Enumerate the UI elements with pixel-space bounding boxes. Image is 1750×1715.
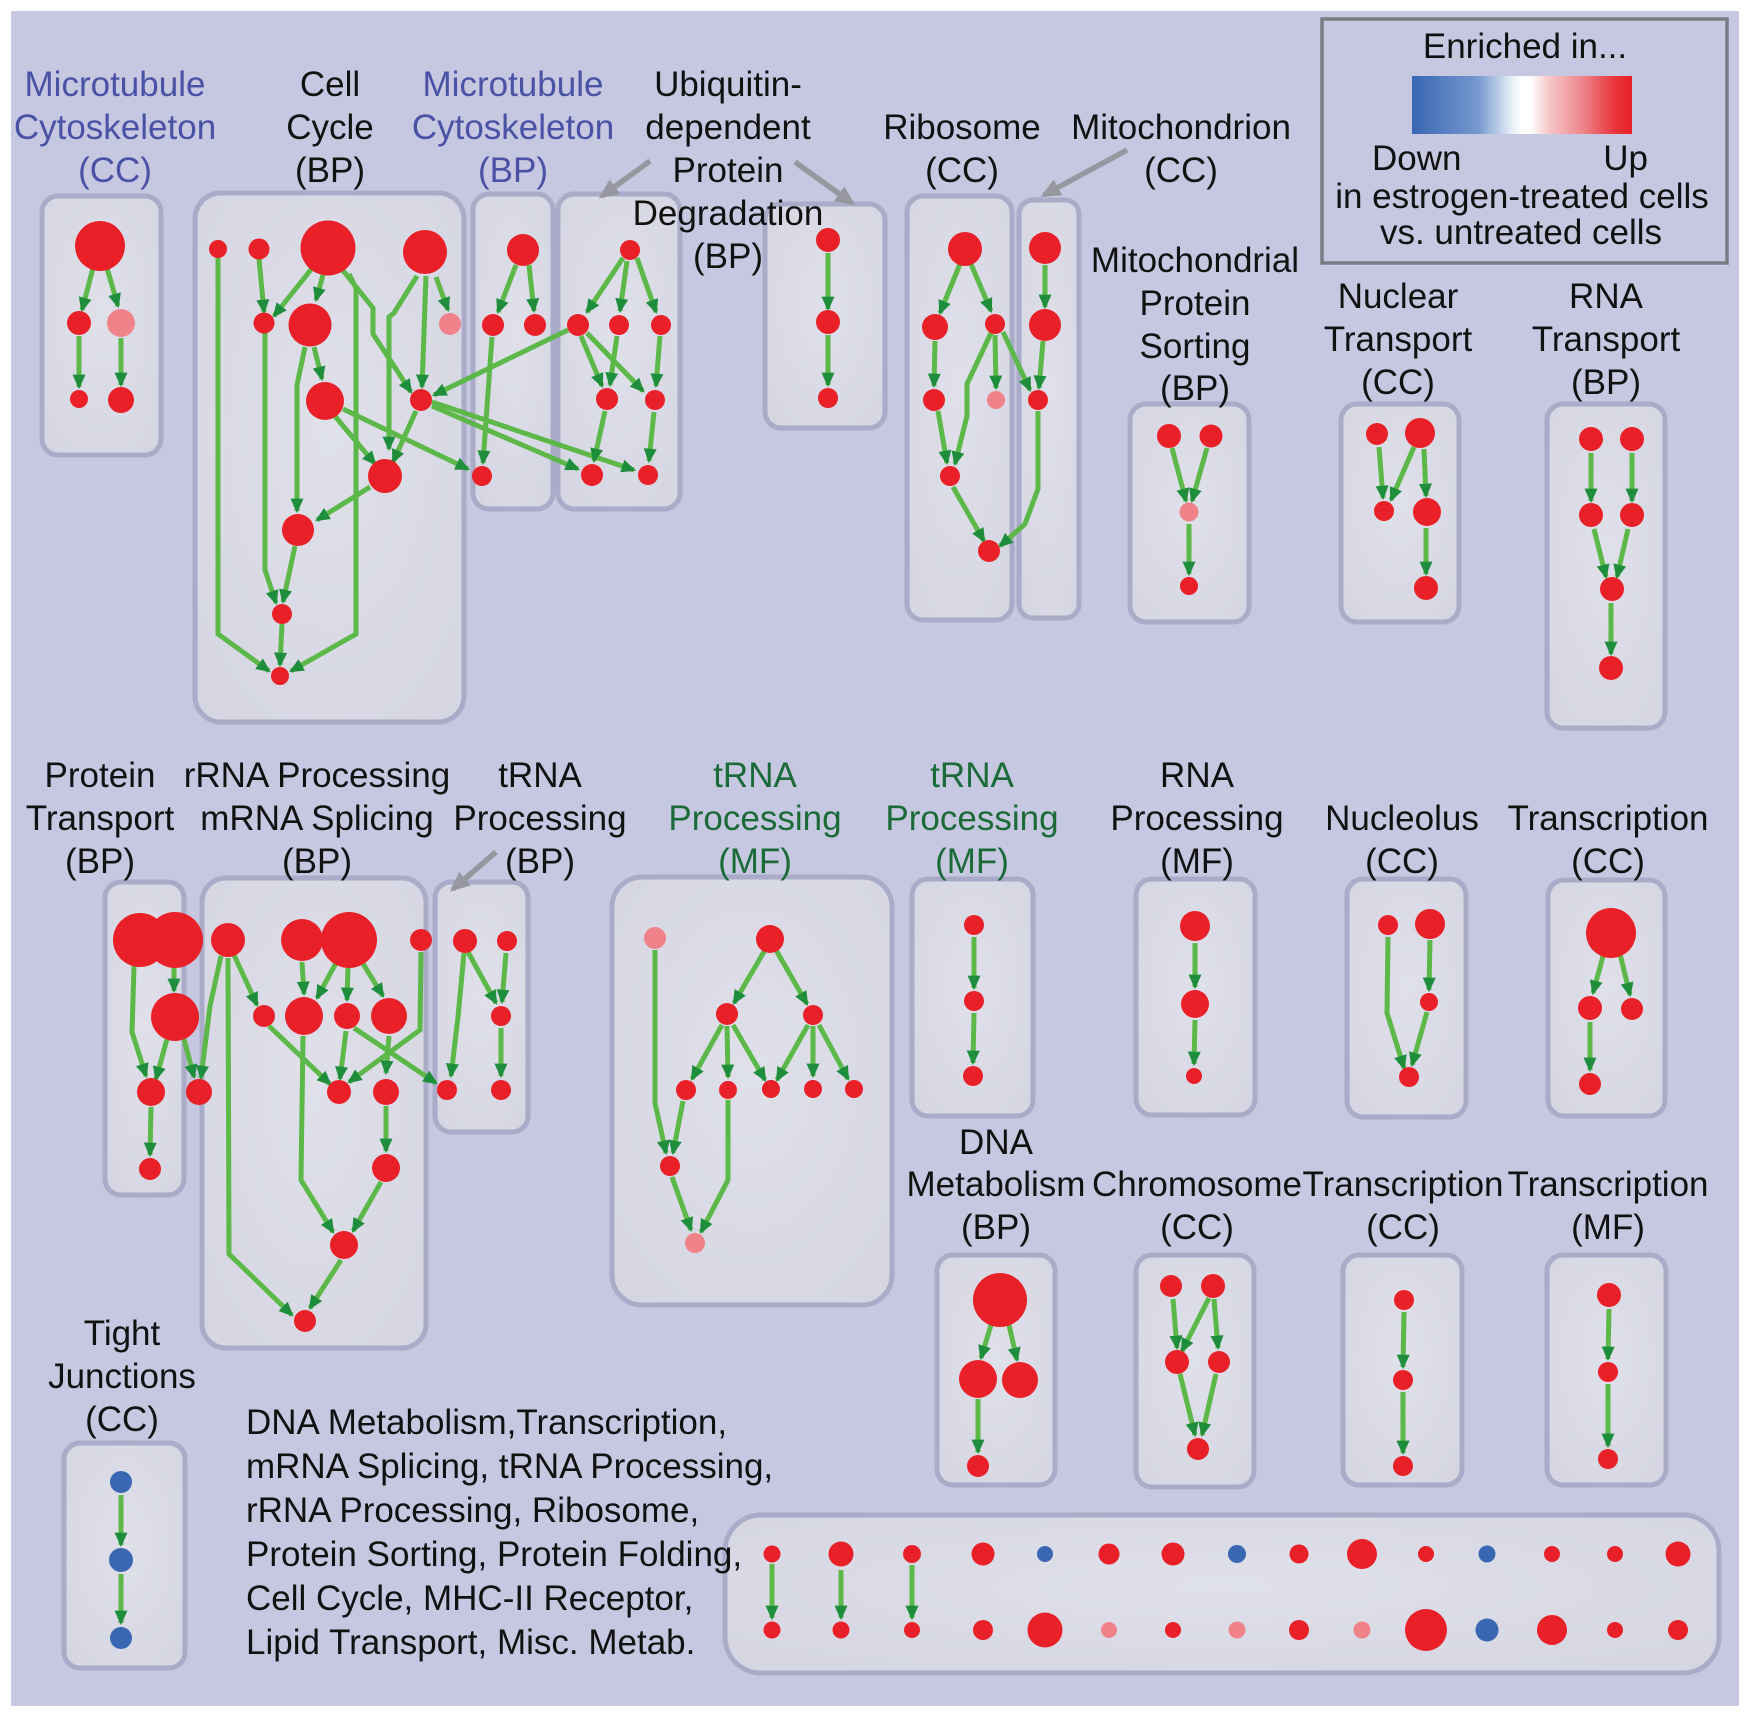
svg-text:dependent: dependent (645, 108, 811, 147)
svg-text:Transcription: Transcription (1508, 799, 1709, 838)
svg-text:(BP): (BP) (1571, 363, 1641, 402)
svg-text:(CC): (CC) (1365, 842, 1439, 881)
svg-text:Nucleolus: Nucleolus (1325, 799, 1479, 838)
svg-text:(MF): (MF) (935, 842, 1009, 881)
svg-text:(MF): (MF) (1160, 842, 1234, 881)
svg-text:Ribosome: Ribosome (883, 108, 1041, 147)
svg-text:Processing: Processing (668, 799, 841, 838)
svg-text:(BP): (BP) (505, 842, 575, 881)
svg-text:Enriched in...: Enriched in... (1423, 27, 1627, 66)
svg-text:RNA: RNA (1160, 756, 1235, 795)
svg-text:tRNA: tRNA (930, 756, 1014, 795)
svg-text:Protein Sorting, Protein Foldi: Protein Sorting, Protein Folding, (246, 1535, 742, 1574)
svg-text:Down: Down (1372, 139, 1461, 178)
svg-text:RNA: RNA (1569, 277, 1644, 316)
svg-text:(CC): (CC) (1361, 363, 1435, 402)
svg-text:Cell Cycle, MHC-II Receptor,: Cell Cycle, MHC-II Receptor, (246, 1579, 693, 1618)
svg-text:(MF): (MF) (1571, 1208, 1645, 1247)
svg-text:Cytoskeleton: Cytoskeleton (412, 108, 614, 147)
svg-text:Transcription: Transcription (1303, 1165, 1504, 1204)
svg-text:mRNA Splicing, tRNA Processing: mRNA Splicing, tRNA Processing, (246, 1447, 773, 1486)
svg-text:tRNA: tRNA (498, 756, 582, 795)
svg-text:Chromosome: Chromosome (1092, 1165, 1302, 1204)
svg-text:(CC): (CC) (85, 1400, 159, 1439)
svg-text:Tight: Tight (84, 1314, 161, 1353)
svg-text:Processing: Processing (1110, 799, 1283, 838)
svg-text:Sorting: Sorting (1140, 327, 1251, 366)
svg-text:Ubiquitin-: Ubiquitin- (654, 65, 802, 104)
svg-text:(CC): (CC) (1571, 842, 1645, 881)
svg-text:Processing: Processing (885, 799, 1058, 838)
svg-text:(CC): (CC) (78, 151, 152, 190)
svg-text:(BP): (BP) (65, 842, 135, 881)
svg-text:Mitochondrion: Mitochondrion (1071, 108, 1291, 147)
svg-text:Processing: Processing (453, 799, 626, 838)
svg-text:(BP): (BP) (282, 842, 352, 881)
svg-text:tRNA: tRNA (713, 756, 797, 795)
svg-text:(CC): (CC) (1160, 1208, 1234, 1247)
svg-text:Transcription: Transcription (1508, 1165, 1709, 1204)
svg-text:Degradation: Degradation (633, 194, 824, 233)
svg-text:(CC): (CC) (1366, 1208, 1440, 1247)
svg-text:Mitochondrial: Mitochondrial (1091, 241, 1299, 280)
svg-text:Protein: Protein (673, 151, 784, 190)
svg-text:(BP): (BP) (961, 1208, 1031, 1247)
svg-text:DNA: DNA (959, 1123, 1034, 1162)
svg-text:Nuclear: Nuclear (1338, 277, 1459, 316)
svg-text:mRNA Splicing: mRNA Splicing (200, 799, 433, 838)
svg-text:Cell: Cell (300, 65, 360, 104)
svg-text:vs. untreated cells: vs. untreated cells (1380, 213, 1662, 252)
svg-text:(BP): (BP) (693, 237, 763, 276)
svg-text:(MF): (MF) (718, 842, 792, 881)
svg-text:Transport: Transport (26, 799, 175, 838)
svg-text:in estrogen-treated cells: in estrogen-treated cells (1335, 177, 1709, 216)
svg-text:rRNA Processing, Ribosome,: rRNA Processing, Ribosome, (246, 1491, 699, 1530)
svg-text:Up: Up (1603, 139, 1648, 178)
svg-text:(CC): (CC) (925, 151, 999, 190)
svg-text:(BP): (BP) (1160, 369, 1230, 408)
svg-text:Transport: Transport (1324, 320, 1473, 359)
svg-text:Transport: Transport (1532, 320, 1681, 359)
svg-text:Protein: Protein (45, 756, 156, 795)
svg-text:Microtubule: Microtubule (25, 65, 206, 104)
svg-text:Metabolism: Metabolism (907, 1165, 1086, 1204)
svg-text:(CC): (CC) (1144, 151, 1218, 190)
svg-text:Lipid Transport, Misc. Metab.: Lipid Transport, Misc. Metab. (246, 1623, 695, 1662)
svg-text:Cycle: Cycle (286, 108, 374, 147)
svg-text:rRNA Processing: rRNA Processing (184, 756, 450, 795)
svg-text:(BP): (BP) (295, 151, 365, 190)
svg-text:Cytoskeleton: Cytoskeleton (14, 108, 216, 147)
svg-text:Protein: Protein (1140, 284, 1251, 323)
svg-text:(BP): (BP) (478, 151, 548, 190)
svg-text:Microtubule: Microtubule (423, 65, 604, 104)
svg-text:Junctions: Junctions (48, 1357, 196, 1396)
svg-text:DNA Metabolism,Transcription,: DNA Metabolism,Transcription, (246, 1403, 727, 1442)
